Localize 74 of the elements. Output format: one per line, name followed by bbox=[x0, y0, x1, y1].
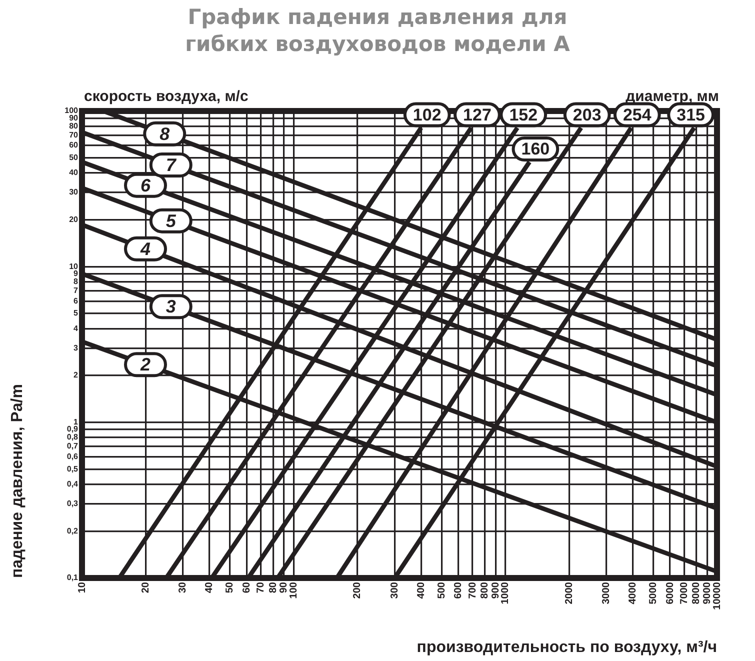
y-tick-label: 4 bbox=[74, 324, 79, 333]
x-tick-label: 100 bbox=[288, 582, 300, 599]
legend-label: 254 bbox=[622, 105, 652, 124]
legend-label: 152 bbox=[509, 105, 538, 124]
x-tick-label: 20 bbox=[140, 582, 152, 594]
x-tick-label: 800 bbox=[480, 582, 491, 599]
x-tick-label: 9000 bbox=[702, 582, 714, 604]
x-tick-label: 30 bbox=[178, 582, 189, 594]
x-tick-label: 40 bbox=[204, 582, 216, 594]
y-tick-label: 7 bbox=[74, 286, 79, 295]
x-tick-label: 400 bbox=[416, 582, 427, 599]
x-tick-label: 300 bbox=[389, 582, 400, 599]
x-tick-label: 80 bbox=[268, 582, 279, 594]
x-tick-label: 900 bbox=[490, 582, 502, 599]
x-tick-label: 5000 bbox=[648, 582, 660, 604]
x-tick-label: 8000 bbox=[691, 582, 702, 604]
x-tick-label: 70 bbox=[256, 582, 267, 594]
y-tick-label: 0,8 bbox=[66, 432, 79, 442]
x-axis-title: производительность по воздуху, м³/ч bbox=[416, 638, 717, 656]
series-label: 160 bbox=[521, 140, 550, 159]
y-tick-label: 0,9 bbox=[66, 424, 79, 434]
series-label: 5 bbox=[166, 210, 177, 231]
series-label: 2 bbox=[139, 354, 151, 375]
y-axis-title: падение давления, Pa/m bbox=[9, 384, 26, 578]
y-tick-label: 20 bbox=[69, 215, 79, 224]
y-tick-label: 10 bbox=[69, 262, 79, 271]
y-tick-label: 0,2 bbox=[66, 526, 79, 536]
legend-label: 127 bbox=[463, 105, 492, 124]
y-tick-label: 0,6 bbox=[66, 452, 79, 462]
y-tick-label: 80 bbox=[69, 121, 79, 130]
y-tick-label: 100 bbox=[64, 106, 79, 116]
x-tick-label: 60 bbox=[241, 582, 252, 594]
y-tick-label: 0,5 bbox=[66, 464, 79, 474]
x-tick-label: 50 bbox=[224, 582, 236, 594]
x-tick-label: 1000 bbox=[500, 582, 512, 604]
y-tick-label: 6 bbox=[74, 296, 79, 306]
x-tick-label: 3000 bbox=[601, 582, 612, 604]
x-tick-label: 2000 bbox=[564, 582, 575, 604]
y-tick-label: 5 bbox=[74, 308, 79, 318]
legend-label: 203 bbox=[572, 105, 602, 124]
y-tick-label: 40 bbox=[69, 168, 79, 178]
y-tick-label: 60 bbox=[69, 140, 79, 150]
series-label: 7 bbox=[166, 154, 177, 175]
y-tick-label: 0,1 bbox=[66, 573, 79, 582]
x-tick-label: 6000 bbox=[664, 582, 676, 604]
x-tick-label: 10000 bbox=[712, 582, 723, 610]
x-tick-label: 90 bbox=[278, 582, 290, 594]
series-label: 6 bbox=[140, 175, 152, 196]
x-tick-label: 200 bbox=[352, 582, 364, 599]
series-label: 4 bbox=[139, 238, 151, 259]
chart-title: График падения давления для гибких воздуховодов модели A bbox=[184, 4, 571, 58]
x-tick-label: 600 bbox=[453, 582, 464, 599]
y-tick-label: 50 bbox=[69, 153, 79, 162]
x-tick-label: 7000 bbox=[678, 582, 690, 604]
series-label: 8 bbox=[160, 124, 170, 144]
y-tick-label: 2 bbox=[74, 370, 79, 380]
y-tick-label: 0,4 bbox=[66, 479, 79, 488]
y-tick-label: 3 bbox=[74, 343, 79, 352]
legend-label: 315 bbox=[676, 105, 706, 124]
y-tick-label: 90 bbox=[69, 113, 79, 122]
y-tick-label: 9 bbox=[74, 268, 79, 278]
x-tick-label: 500 bbox=[436, 582, 448, 599]
text: скорость воздуха, м/с bbox=[84, 88, 248, 105]
y-tick-label: 30 bbox=[69, 188, 79, 197]
series-label: 3 bbox=[166, 296, 176, 317]
y-tick-label: 0,7 bbox=[66, 442, 79, 451]
series-label: 102 bbox=[412, 105, 442, 124]
y-tick-label: 8 bbox=[74, 276, 79, 286]
y-tick-label: 1 bbox=[74, 418, 79, 427]
x-tick-label: 700 bbox=[467, 582, 478, 599]
x-tick-label: 4000 bbox=[628, 582, 639, 604]
y-tick-label: 70 bbox=[69, 130, 79, 140]
text: диаметр, мм bbox=[626, 88, 719, 105]
y-tick-label: 0,3 bbox=[66, 498, 79, 508]
